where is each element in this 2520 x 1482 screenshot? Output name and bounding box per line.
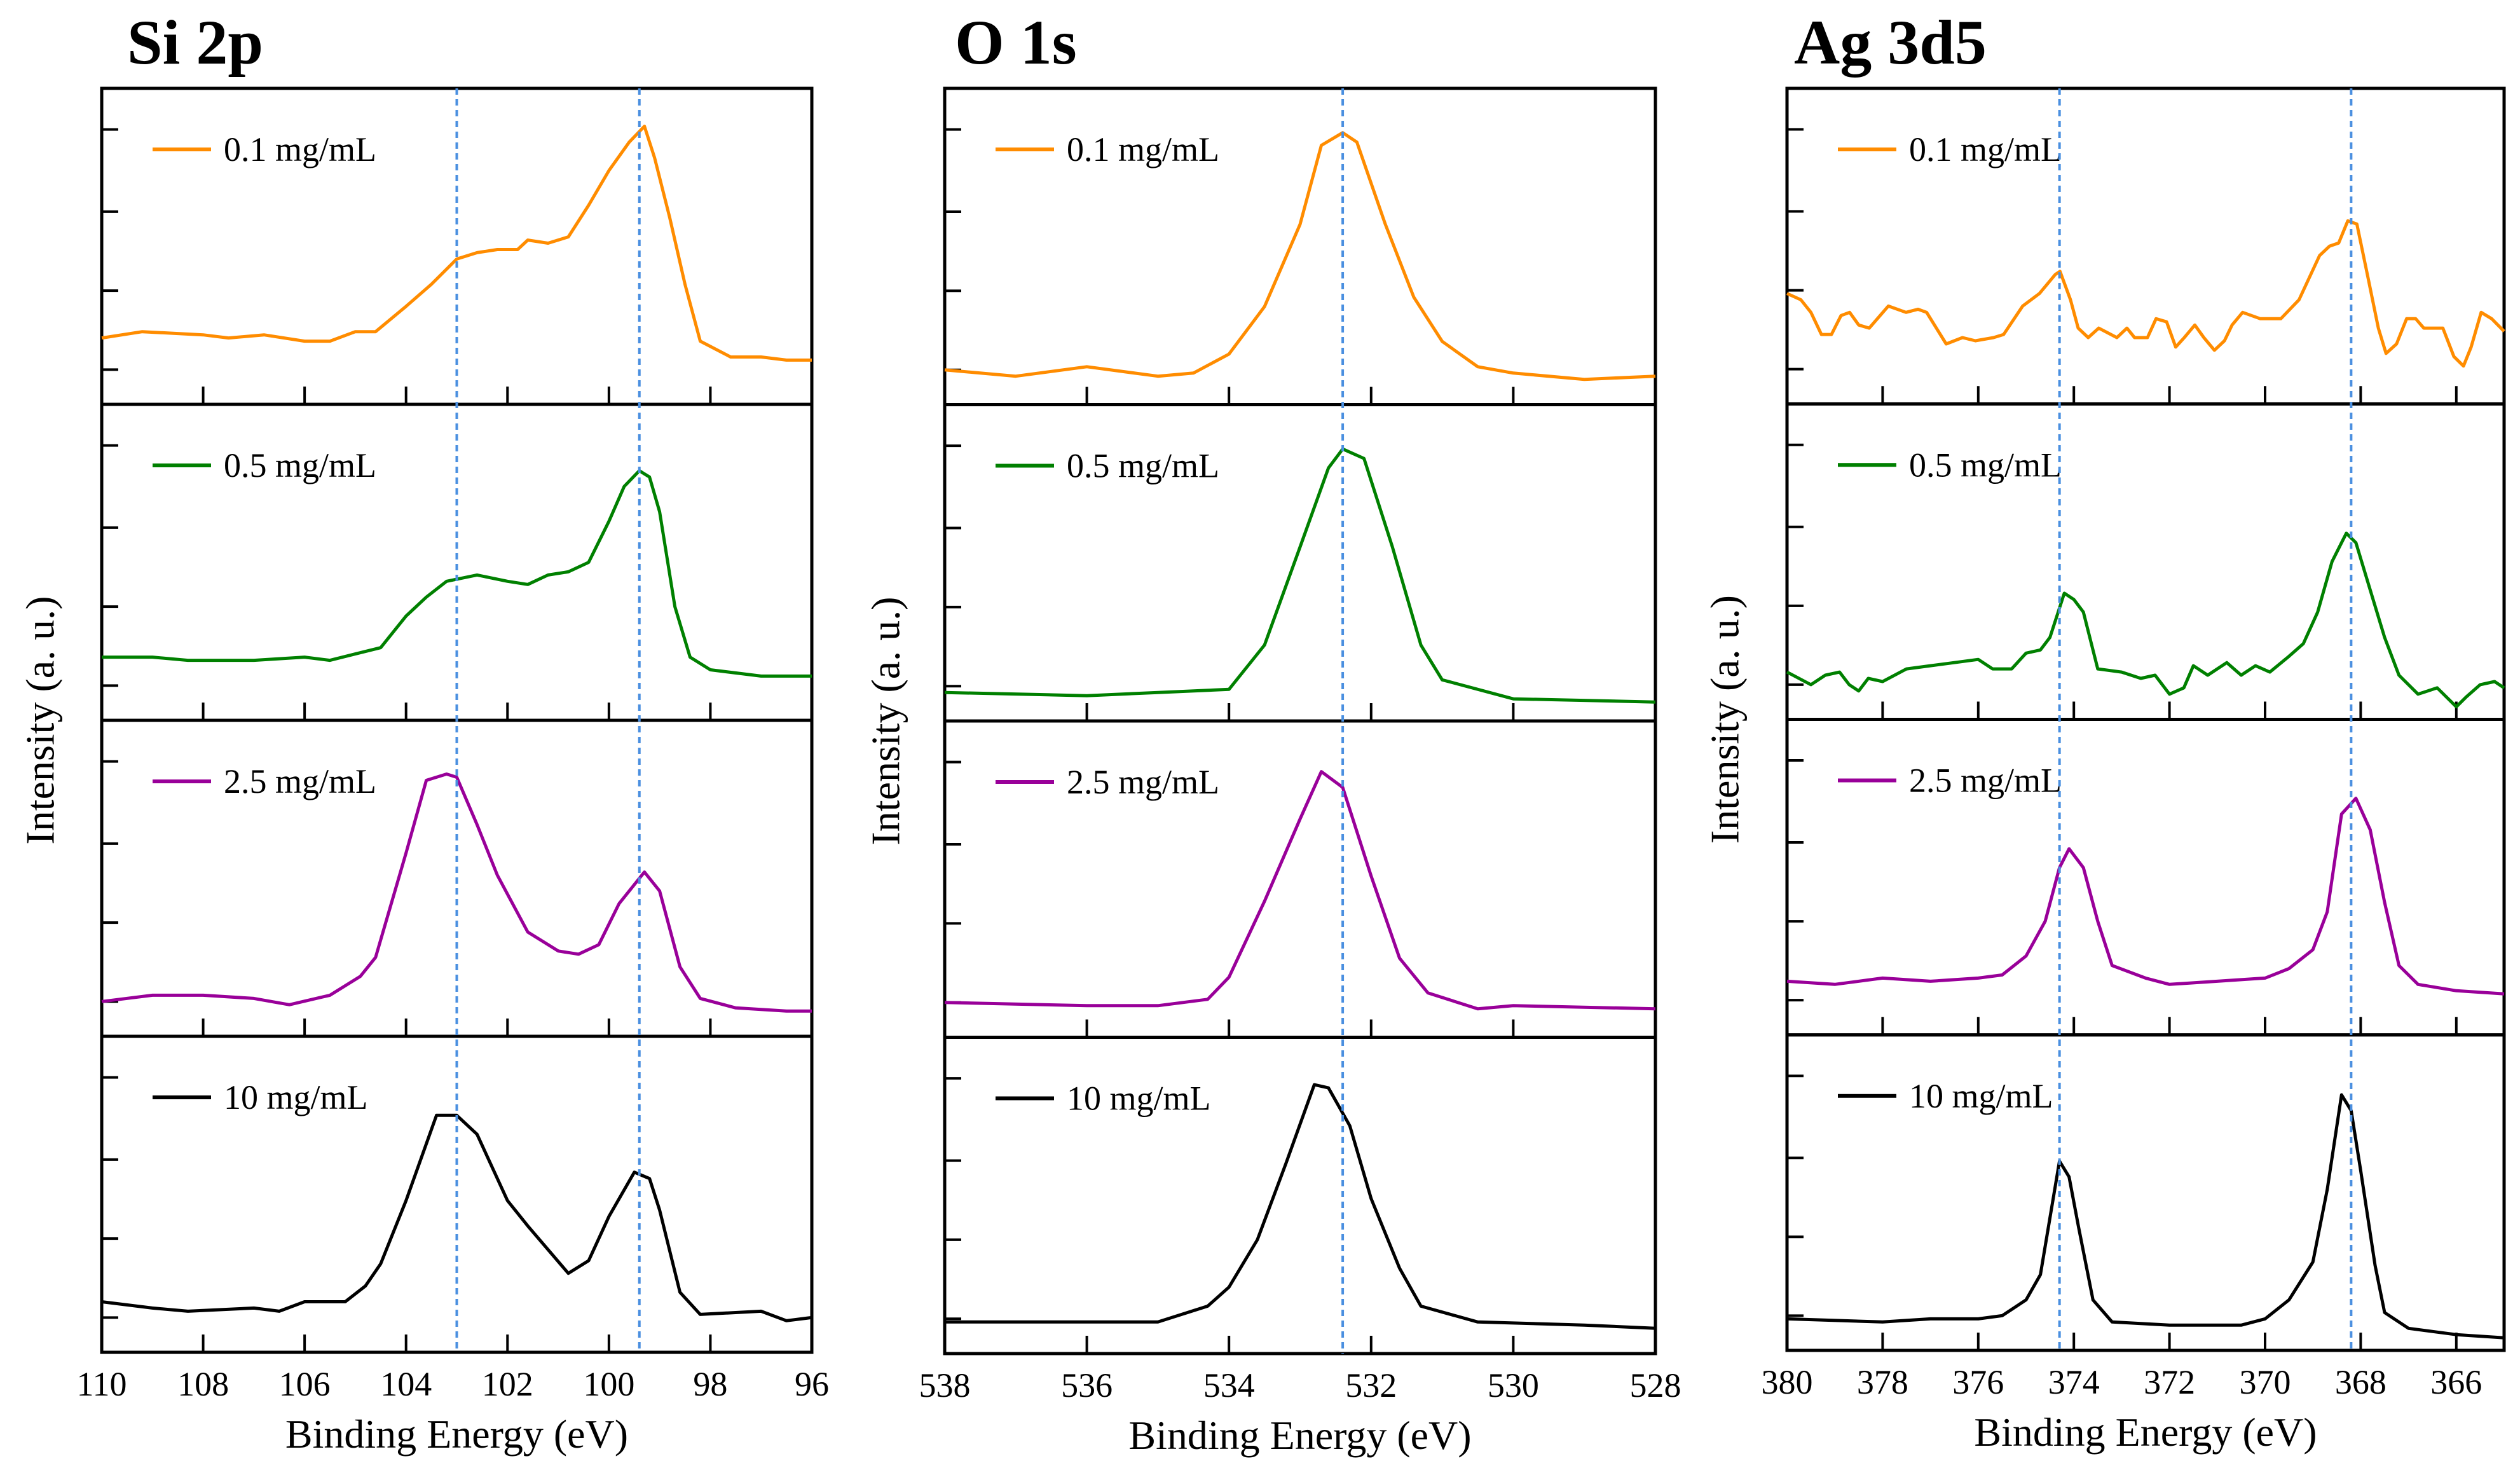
series-line-0-1-mg-mL [1786, 219, 2505, 368]
x-tick-label: 370 [2240, 1363, 2291, 1401]
series-line-0-5-mg-mL [1786, 532, 2505, 709]
series-line-2-5-mg-mL [101, 772, 812, 1013]
panel-title: Si 2p [127, 7, 263, 78]
legend-label: 10 mg/mL [1067, 1080, 1211, 1118]
panel-title: O 1s [955, 7, 1077, 78]
x-tick-label: 376 [1952, 1363, 2004, 1401]
x-tick-label: 98 [693, 1365, 727, 1403]
subplot-frame [1785, 718, 2506, 1037]
x-tick-label: 102 [482, 1365, 533, 1403]
x-axis-label: Binding Energy (eV) [1974, 1410, 2317, 1455]
legend-label: 0.1 mg/mL [1909, 130, 2062, 168]
legend-label: 2.5 mg/mL [1067, 763, 1219, 801]
x-tick-label: 108 [177, 1365, 229, 1403]
subplot-frame [1785, 1033, 2506, 1352]
x-tick-label: 534 [1203, 1366, 1255, 1404]
subplot: 0.1 mg/mL [943, 86, 1657, 406]
x-tick-label: 106 [279, 1365, 331, 1403]
y-axis-label: Intensity (a. u.) [863, 597, 908, 846]
series-line-10-mg-mL [1786, 1093, 2505, 1340]
subplot: 0.1 mg/mL [1785, 86, 2506, 406]
panel-o-1s: O 1s 0.1 mg/mL 0.5 mg/mL 2.5 mg/mL 10 mg/mL 5… [863, 7, 1681, 1458]
x-tick-label: 538 [919, 1366, 971, 1404]
subplot-frame [943, 403, 1657, 723]
panel-si-2p: Si 2p 0.1 mg/mL 0.5 mg/mL 2.5 mg/mL 10 mg/mL… [17, 7, 829, 1457]
x-tick-label: 528 [1630, 1366, 1681, 1404]
series-line-10-mg-mL [945, 1083, 1656, 1330]
panel-ag-3d5: Ag 3d5 0.1 mg/mL 0.5 mg/mL 2.5 mg/mL 10 mg/m… [1702, 7, 2506, 1455]
series-line-2-5-mg-mL [1786, 797, 2505, 996]
subplot: 2.5 mg/mL [943, 719, 1657, 1039]
legend-label: 0.1 mg/mL [224, 130, 376, 168]
y-axis-label: Intensity (a. u.) [1702, 595, 1747, 844]
x-tick-label: 96 [795, 1365, 829, 1403]
subplot: 0.5 mg/mL [1785, 402, 2506, 721]
y-axis-label: Intensity (a. u.) [17, 596, 62, 845]
panel-title: Ag 3d5 [1794, 7, 1987, 78]
series-line-2-5-mg-mL [944, 770, 1656, 1011]
subplot-frame [943, 86, 1657, 406]
x-tick-label: 378 [1857, 1363, 1908, 1401]
x-tick-label: 372 [2144, 1363, 2195, 1401]
x-tick-label: 368 [2335, 1363, 2386, 1401]
legend-label: 10 mg/mL [1909, 1077, 2053, 1115]
x-tick-label: 536 [1061, 1366, 1113, 1404]
x-tick-label: 104 [380, 1365, 432, 1403]
x-axis-label: Binding Energy (eV) [285, 1411, 628, 1457]
subplot-frame [100, 1034, 814, 1354]
x-tick-label: 530 [1488, 1366, 1539, 1404]
x-tick-label: 380 [1762, 1363, 1813, 1401]
series-line-0-1-mg-mL [101, 125, 812, 362]
x-axis-label: Binding Energy (eV) [1128, 1413, 1471, 1458]
subplot: 2.5 mg/mL [1785, 718, 2506, 1037]
subplot-frame [943, 719, 1657, 1039]
subplot: 10 mg/mL [1785, 1033, 2506, 1352]
series-line-0-5-mg-mL [102, 469, 812, 678]
legend-label: 0.5 mg/mL [1909, 446, 2062, 484]
legend-label: 2.5 mg/mL [1909, 762, 2062, 800]
x-tick-label: 100 [583, 1365, 634, 1403]
subplot: 0.5 mg/mL [943, 403, 1657, 723]
x-tick-label: 366 [2430, 1363, 2482, 1401]
series-line-0-1-mg-mL [944, 131, 1656, 381]
legend-label: 2.5 mg/mL [224, 762, 376, 800]
legend-label: 0.5 mg/mL [1067, 447, 1219, 485]
subplot: 10 mg/mL [100, 1034, 814, 1354]
x-tick-label: 374 [2048, 1363, 2100, 1401]
series-line-10-mg-mL [101, 1113, 812, 1322]
series-line-0-5-mg-mL [944, 447, 1656, 704]
subplot-frame [1785, 86, 2506, 406]
legend-label: 0.1 mg/mL [1067, 130, 1219, 168]
subplot: 10 mg/mL [943, 1036, 1657, 1355]
legend-label: 10 mg/mL [224, 1078, 368, 1116]
x-tick-label: 110 [77, 1365, 127, 1403]
legend-label: 0.5 mg/mL [224, 446, 376, 484]
x-tick-label: 532 [1345, 1366, 1397, 1404]
subplot-frame [943, 1036, 1657, 1355]
